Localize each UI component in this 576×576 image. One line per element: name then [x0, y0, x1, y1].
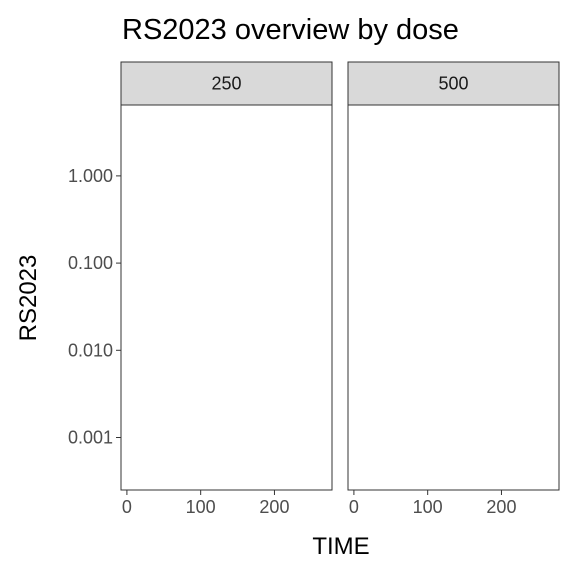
facet-strip: [347, 61, 560, 106]
y-tick-label: 0.100: [68, 253, 113, 273]
panel-border: [347, 104, 560, 491]
facet-panel-500: 500 0 100 200: [347, 61, 560, 517]
facet-strip: [120, 61, 333, 106]
x-tick-label: 100: [186, 497, 216, 517]
facet-label: 250: [211, 74, 241, 94]
panel-border: [120, 104, 333, 491]
y-axis: 1.000 0.100 0.010 0.001: [68, 166, 121, 447]
y-tick-label: 1.000: [68, 166, 113, 186]
facet-label: 500: [438, 74, 468, 94]
x-tick-label: 200: [486, 497, 516, 517]
x-tick-label: 0: [349, 497, 359, 517]
facet-panels: 250 0 100 200 500 0 100 200: [120, 61, 560, 517]
x-tick-label: 200: [259, 497, 289, 517]
y-tick-label: 0.001: [68, 427, 113, 447]
x-tick-label: 100: [413, 497, 443, 517]
x-axis-title: TIME: [312, 533, 369, 560]
y-axis-title: RS2023: [15, 255, 42, 342]
y-tick-label: 0.010: [68, 340, 113, 360]
chart-title: RS2023 overview by dose: [122, 14, 459, 46]
facet-panel-250: 250 0 100 200: [120, 61, 333, 517]
x-tick-label: 0: [122, 497, 132, 517]
